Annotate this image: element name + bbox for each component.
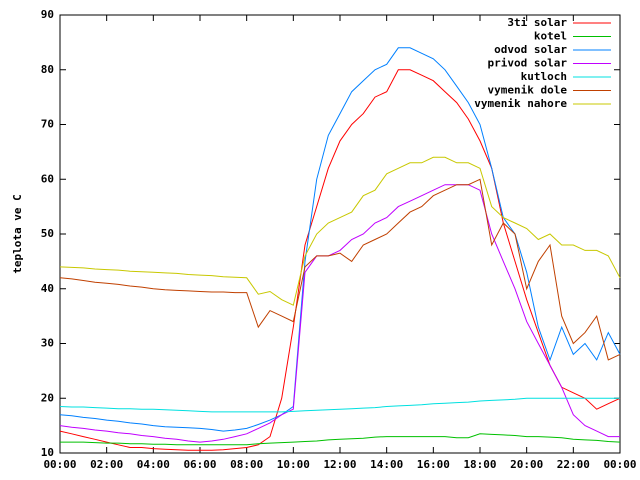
legend-label: privod solar — [488, 57, 568, 70]
y-tick-label: 90 — [41, 8, 54, 21]
y-tick-label: 30 — [41, 337, 54, 350]
x-tick-label: 04:00 — [137, 458, 170, 471]
x-tick-label: 02:00 — [90, 458, 123, 471]
x-tick-label: 06:00 — [183, 458, 216, 471]
legend-label: vymenik nahore — [474, 97, 567, 110]
legend-label: 3ti solar — [507, 16, 567, 29]
y-tick-label: 20 — [41, 391, 54, 404]
series-line — [59, 47, 621, 432]
x-tick-label: 14:00 — [370, 458, 403, 471]
y-tick-label: 10 — [41, 446, 54, 459]
series-line — [59, 156, 621, 306]
legend-label: kotel — [534, 30, 567, 43]
x-tick-label: 16:00 — [417, 458, 450, 471]
legend-label: odvod solar — [494, 43, 567, 56]
x-tick-label: 18:00 — [463, 458, 496, 471]
series-line — [59, 178, 621, 361]
legend-label: vymenik dole — [488, 84, 568, 97]
y-tick-label: 60 — [41, 172, 54, 185]
y-tick-label: 80 — [41, 63, 54, 76]
series-line — [59, 69, 621, 451]
series-line — [59, 397, 620, 413]
x-tick-label: 12:00 — [323, 458, 356, 471]
y-axis-label: teplota ve C — [11, 194, 24, 273]
x-tick-label: 22:00 — [557, 458, 590, 471]
x-tick-label: 20:00 — [510, 458, 543, 471]
x-tick-label: 00:00 — [603, 458, 636, 471]
y-tick-label: 50 — [41, 227, 54, 240]
y-tick-label: 70 — [41, 118, 54, 131]
series-line — [59, 184, 620, 443]
legend-label: kutloch — [521, 70, 567, 83]
x-tick-label: 08:00 — [230, 458, 263, 471]
series-line — [60, 433, 621, 446]
x-tick-label: 10:00 — [277, 458, 310, 471]
y-tick-label: 40 — [41, 282, 54, 295]
x-tick-label: 00:00 — [43, 458, 76, 471]
